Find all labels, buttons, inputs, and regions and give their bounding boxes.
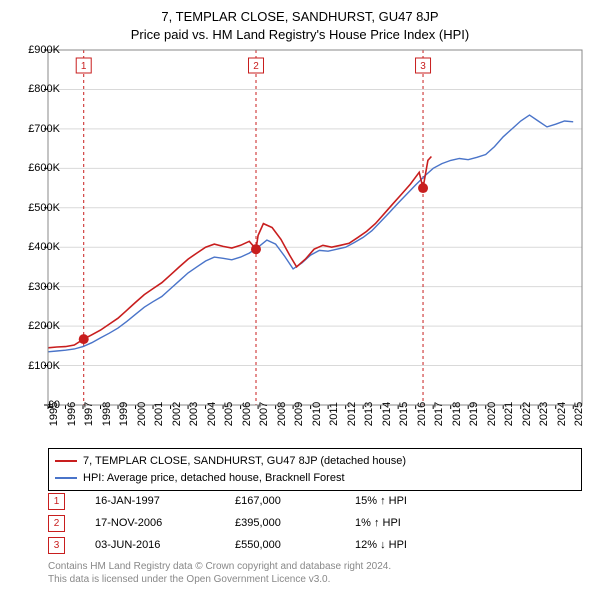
svg-text:2: 2 — [253, 61, 259, 72]
plot-area: 1 2 3 — [48, 50, 582, 405]
sale-price: £550,000 — [235, 539, 355, 551]
sales-table: 1 16-JAN-1997£167,00015% ↑ HPI 2 17-NOV-200… — [48, 490, 475, 556]
sale-date: 17-NOV-2006 — [95, 517, 235, 529]
svg-text:3: 3 — [420, 61, 426, 72]
y-tick-label: £300K — [28, 281, 60, 293]
x-tick-label: 2007 — [258, 402, 270, 426]
x-tick-label: 2023 — [538, 402, 550, 426]
x-tick-label: 2000 — [136, 402, 148, 426]
x-tick-label: 2019 — [468, 402, 480, 426]
sale-date: 03-JUN-2016 — [95, 539, 235, 551]
x-tick-label: 2008 — [276, 402, 288, 426]
legend-label: 7, TEMPLAR CLOSE, SANDHURST, GU47 8JP (d… — [83, 453, 406, 470]
sale-row: 3 03-JUN-2016£550,00012% ↓ HPI — [48, 534, 475, 556]
y-tick-label: £200K — [28, 320, 60, 332]
x-tick-label: 2009 — [293, 402, 305, 426]
x-tick-label: 2018 — [451, 402, 463, 426]
x-tick-label: 2021 — [503, 402, 515, 426]
sale-date: 16-JAN-1997 — [95, 495, 235, 507]
x-tick-label: 2004 — [206, 402, 218, 426]
sale-row: 2 17-NOV-2006£395,0001% ↑ HPI — [48, 512, 475, 534]
legend: 7, TEMPLAR CLOSE, SANDHURST, GU47 8JP (d… — [48, 448, 582, 491]
attribution-line1: Contains HM Land Registry data © Crown c… — [48, 560, 582, 573]
price-chart-figure: 7, TEMPLAR CLOSE, SANDHURST, GU47 8JP Pr… — [0, 0, 600, 590]
sale-row: 1 16-JAN-1997£167,00015% ↑ HPI — [48, 490, 475, 512]
y-tick-label: £100K — [28, 360, 60, 372]
sale-price: £167,000 — [235, 495, 355, 507]
attribution: Contains HM Land Registry data © Crown c… — [48, 560, 582, 586]
x-tick-label: 2006 — [241, 402, 253, 426]
x-tick-label: 2003 — [188, 402, 200, 426]
sale-hpi-delta: 1% ↑ HPI — [355, 517, 475, 529]
legend-swatch — [55, 477, 77, 479]
sale-hpi-delta: 12% ↓ HPI — [355, 539, 475, 551]
sale-price: £395,000 — [235, 517, 355, 529]
sale-marker-box: 2 — [48, 515, 65, 532]
x-tick-label: 2011 — [328, 402, 340, 426]
x-tick-label: 2022 — [521, 402, 533, 426]
chart-title: 7, TEMPLAR CLOSE, SANDHURST, GU47 8JP Pr… — [0, 0, 600, 44]
x-tick-label: 2013 — [363, 402, 375, 426]
x-tick-label: 2024 — [556, 402, 568, 426]
x-tick-label: 2015 — [398, 402, 410, 426]
x-tick-label: 1996 — [66, 402, 78, 426]
x-tick-label: 1995 — [48, 402, 60, 426]
x-tick-label: 2017 — [433, 402, 445, 426]
x-tick-label: 2010 — [311, 402, 323, 426]
x-tick-label: 1997 — [83, 402, 95, 426]
legend-item: 7, TEMPLAR CLOSE, SANDHURST, GU47 8JP (d… — [55, 453, 575, 470]
x-tick-label: 2001 — [153, 402, 165, 426]
sale-hpi-delta: 15% ↑ HPI — [355, 495, 475, 507]
x-tick-label: 2012 — [346, 402, 358, 426]
x-tick-label: 1999 — [118, 402, 130, 426]
legend-item: HPI: Average price, detached house, Brac… — [55, 470, 575, 487]
x-tick-label: 2005 — [223, 402, 235, 426]
svg-text:1: 1 — [81, 61, 87, 72]
title-address: 7, TEMPLAR CLOSE, SANDHURST, GU47 8JP — [0, 8, 600, 26]
x-tick-label: 2016 — [416, 402, 428, 426]
x-tick-label: 2014 — [381, 402, 393, 426]
title-subtitle: Price paid vs. HM Land Registry's House … — [0, 26, 600, 44]
x-tick-label: 2020 — [486, 402, 498, 426]
legend-swatch — [55, 460, 77, 462]
y-tick-label: £500K — [28, 202, 60, 214]
x-tick-label: 2002 — [171, 402, 183, 426]
y-tick-label: £600K — [28, 162, 60, 174]
legend-label: HPI: Average price, detached house, Brac… — [83, 470, 345, 487]
x-tick-label: 1998 — [101, 402, 113, 426]
y-tick-label: £900K — [28, 44, 60, 56]
y-tick-label: £700K — [28, 123, 60, 135]
y-tick-label: £400K — [28, 241, 60, 253]
sale-marker-box: 3 — [48, 537, 65, 554]
attribution-line2: This data is licensed under the Open Gov… — [48, 573, 582, 586]
plot-svg: 1 2 3 — [48, 50, 582, 405]
y-tick-label: £800K — [28, 83, 60, 95]
sale-marker-box: 1 — [48, 493, 65, 510]
x-tick-label: 2025 — [573, 402, 585, 426]
